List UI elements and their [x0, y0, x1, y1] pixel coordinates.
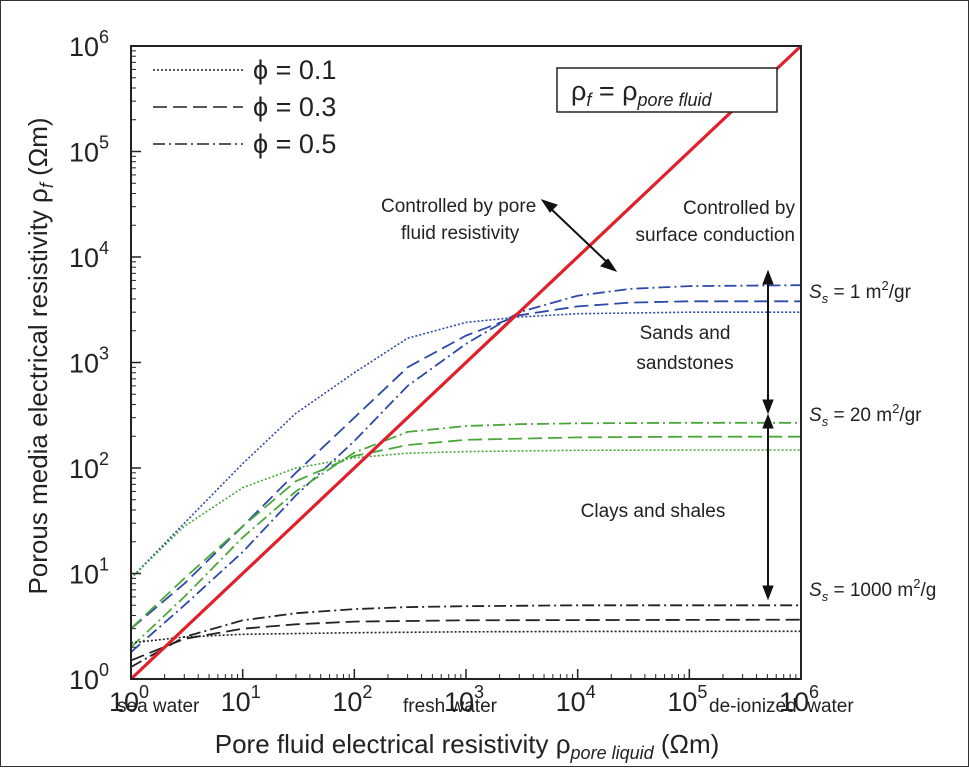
y-tick-label: 105 [69, 133, 109, 168]
x-category-deionized-water: de-ionized water [709, 696, 854, 717]
surface-area-label-1: Ss = 1 m2/gr [809, 278, 912, 306]
annotation-clays: Clays and shales [581, 501, 726, 522]
x-tick-label: 105 [667, 682, 707, 717]
legend: ϕ = 0.1 ϕ = 0.3 ϕ = 0.5 [153, 55, 336, 159]
x-category-fresh-water: fresh water [403, 696, 498, 717]
identity-line [129, 44, 803, 681]
series-line-4 [130, 435, 801, 630]
double-arrow-sands [762, 269, 774, 415]
x-category-sea-water: sea water [117, 696, 200, 717]
y-tick-label: 102 [69, 449, 109, 484]
surface-area-label-20: Ss = 20 m2/gr [809, 401, 922, 429]
y-axis-label: Porous media electrical resistivity ρf (… [23, 117, 57, 594]
y-tick-label: 101 [69, 555, 109, 590]
annotation-surface-line-1: Controlled by [683, 198, 795, 219]
series-line-3 [130, 449, 801, 579]
series-line-7 [130, 618, 802, 662]
y-tick-label: 100 [69, 660, 109, 695]
y-tick-label: 106 [69, 27, 109, 62]
identity-equation: ρf = ρpore fluid [571, 76, 713, 110]
legend-label-phi-0-1: ϕ = 0.1 [253, 55, 336, 85]
double-arrow-pore-surface [540, 199, 618, 272]
series-line-2 [130, 284, 802, 653]
series-line-1 [130, 300, 801, 630]
y-tick-label: 103 [69, 344, 109, 379]
annotation-pore-fluid-line-1: Controlled by pore [381, 196, 536, 217]
annotation-pore-fluid-line-2: fluid resistivity [401, 223, 520, 244]
x-tick-label: 106 [779, 682, 819, 717]
surface-area-label-1000: Ss = 1000 m2/g [809, 576, 936, 604]
x-tick-label: 102 [332, 682, 372, 717]
x-tick-label: 104 [556, 682, 596, 717]
series-line-0 [130, 311, 801, 579]
identity-box-border [556, 67, 778, 113]
x-tick-label: 101 [221, 682, 261, 717]
series-line-5 [130, 421, 801, 648]
annotation-sands-line-1: Sands and [640, 323, 731, 344]
x-tick-label: 100 [109, 682, 149, 717]
curve-group [130, 284, 802, 668]
identity-box: ρf = ρpore fluid [556, 67, 778, 113]
x-tick-label: 103 [444, 682, 484, 717]
annotation-sands-line-2: sandstones [636, 353, 733, 374]
y-tick-label: 104 [69, 238, 109, 273]
legend-label-phi-0-3: ϕ = 0.3 [253, 92, 336, 122]
series-line-8 [130, 604, 801, 668]
x-axis-label: Pore fluid electrical resistivity ρpore … [215, 729, 720, 763]
annotation-surface-line-2: surface conduction [636, 225, 796, 246]
legend-label-phi-0-5: ϕ = 0.5 [253, 129, 336, 159]
double-arrow-clays [762, 413, 774, 601]
series-line-6 [130, 630, 802, 644]
